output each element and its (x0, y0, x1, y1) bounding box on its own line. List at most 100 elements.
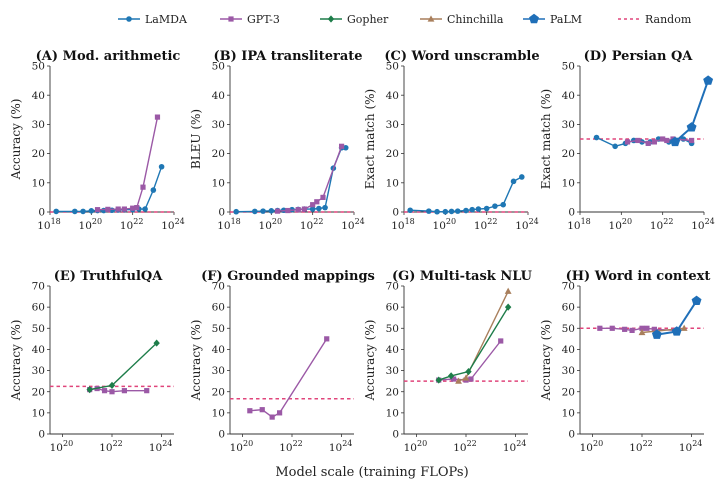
data-point (465, 368, 472, 376)
data-point (109, 389, 115, 395)
y-tick-label: 60 (212, 302, 225, 314)
data-point (691, 295, 702, 306)
legend: LaMDA GPT-3 Gopher Chinchilla PaLM Random (118, 13, 692, 26)
legend-item-gopher: Gopher (320, 13, 389, 26)
y-tick-label: 40 (212, 344, 225, 356)
y-tick-label: 10 (562, 177, 575, 189)
y-tick-label: 30 (212, 365, 225, 377)
y-tick-label: 20 (562, 148, 575, 160)
data-point (492, 203, 498, 209)
x-tick-label: 1020 (259, 217, 283, 232)
legend-label: GPT-3 (247, 13, 280, 26)
x-tick-label: 1020 (609, 217, 633, 232)
y-tick-label: 70 (212, 281, 225, 293)
data-point (269, 414, 275, 420)
x-tick-label: 1022 (120, 217, 144, 232)
y-tick-label: 50 (212, 323, 225, 335)
y-tick-label: 0 (568, 207, 575, 219)
data-point (274, 208, 281, 214)
data-point (101, 388, 108, 394)
x-tick-label: 1024 (341, 217, 365, 232)
data-point (301, 206, 307, 212)
x-tick-label: 1020 (433, 217, 457, 232)
data-point (80, 208, 86, 215)
data-point (407, 207, 414, 214)
data-point (295, 207, 301, 213)
y-tick-label: 50 (386, 323, 399, 335)
legend-marker-pentagon (529, 13, 539, 24)
y-axis-label: Accuracy (%) (9, 320, 23, 402)
y-tick-label: 40 (562, 90, 575, 102)
y-tick-label: 40 (32, 90, 45, 102)
y-tick-label: 10 (32, 177, 45, 189)
data-point (468, 376, 474, 382)
y-tick-label: 40 (212, 90, 225, 102)
x-tick-label: 1020 (230, 439, 254, 454)
data-point (597, 325, 603, 331)
series-line (438, 306, 509, 381)
panel-grounded-mappings: (F) Grounded mappings0102030405060701020… (189, 269, 375, 454)
legend-item-lamda: LaMDA (118, 13, 188, 26)
data-point (309, 206, 316, 212)
data-point (435, 376, 442, 384)
data-point (462, 374, 470, 381)
panel-title: (D) Persian QA (584, 49, 694, 64)
series-gpt-3 (274, 143, 345, 214)
data-point (510, 178, 517, 185)
y-tick-label: 0 (218, 429, 225, 441)
y-tick-label: 30 (32, 119, 45, 131)
x-tick-label: 1022 (474, 217, 498, 232)
y-tick-label: 20 (386, 386, 399, 398)
y-tick-label: 50 (32, 61, 45, 73)
data-point (154, 114, 161, 120)
x-tick-label: 1022 (99, 439, 123, 454)
series-chinchilla (455, 287, 512, 384)
data-point (339, 143, 345, 149)
panel-title: (H) Word in context (566, 269, 711, 284)
data-point (121, 206, 127, 212)
panel-title: (F) Grounded mappings (201, 269, 375, 284)
legend-marker-square (228, 16, 234, 22)
y-tick-label: 0 (38, 207, 45, 219)
x-tick-label: 1018 (567, 217, 591, 232)
y-tick-label: 0 (392, 207, 399, 219)
data-point (426, 208, 432, 214)
legend-item-palm: PaLM (523, 13, 582, 26)
data-point (629, 327, 635, 333)
data-point (644, 325, 650, 331)
series-lamda (53, 163, 165, 215)
data-point (130, 205, 136, 211)
series-line (249, 338, 328, 418)
data-point (314, 199, 320, 205)
data-point (260, 208, 266, 214)
data-point (639, 325, 645, 331)
data-point (53, 208, 59, 215)
y-tick-label: 30 (562, 119, 575, 131)
y-tick-label: 70 (32, 281, 45, 293)
y-tick-label: 20 (212, 148, 225, 160)
data-point (463, 207, 469, 214)
y-tick-label: 70 (386, 281, 399, 293)
legend-marker-circle (126, 16, 132, 22)
data-point (442, 208, 449, 215)
data-point (94, 207, 101, 213)
data-point (342, 144, 349, 151)
data-point (498, 338, 504, 344)
series-line (97, 116, 159, 211)
data-point (609, 325, 615, 331)
data-point (105, 206, 111, 212)
x-tick-label: 1022 (279, 439, 303, 454)
common-x-axis-label: Model scale (training FLOPs) (275, 465, 468, 480)
data-point (504, 303, 512, 311)
data-point (638, 328, 646, 336)
data-point (268, 208, 275, 214)
data-point (500, 201, 507, 208)
y-tick-label: 30 (386, 119, 399, 131)
y-tick-label: 60 (386, 302, 399, 314)
y-tick-label: 10 (562, 407, 575, 419)
